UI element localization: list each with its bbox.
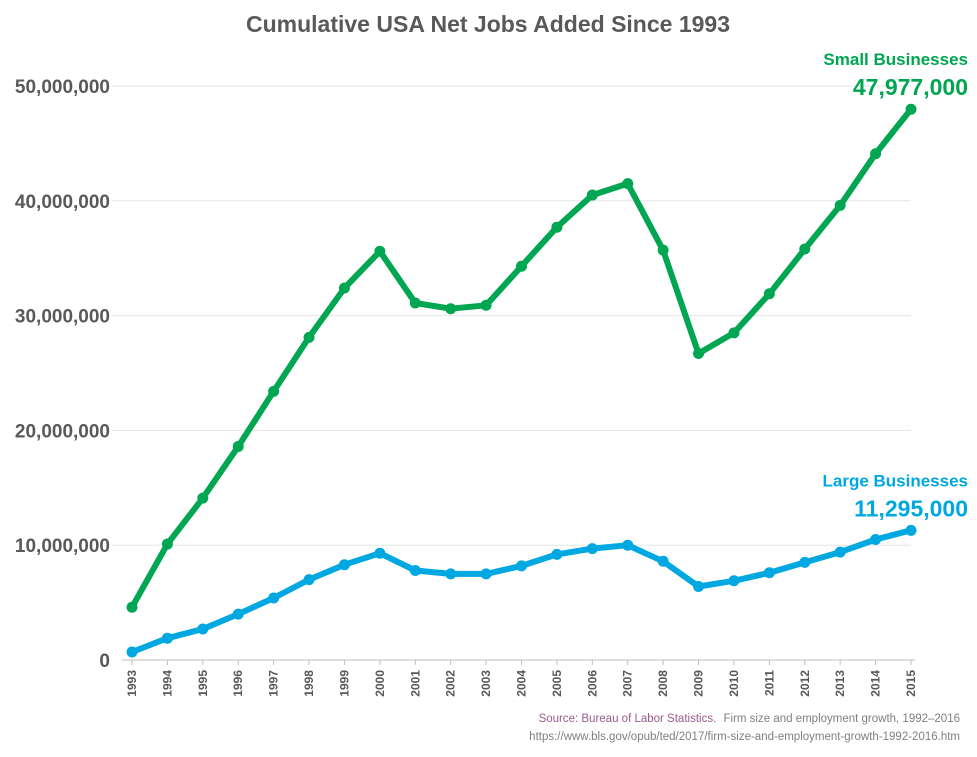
svg-text:Source: Bureau of Labor Statis: Source: Bureau of Labor Statistics. Firm… (539, 713, 960, 725)
x-tick-label: 2011 (762, 670, 776, 696)
series-line (129, 106, 914, 611)
data-point (374, 547, 386, 559)
x-tick-label: 2014 (869, 670, 883, 697)
x-tick-label: 2012 (798, 670, 812, 697)
data-point (586, 543, 598, 555)
data-point (551, 221, 563, 233)
data-point (480, 299, 492, 311)
data-point (232, 608, 244, 620)
x-tick-label: 1993 (125, 670, 139, 697)
data-point (763, 288, 775, 300)
x-tick-label: 1994 (160, 670, 174, 697)
data-point (445, 568, 457, 580)
data-point (374, 245, 386, 257)
data-point (303, 574, 315, 586)
x-tick-label: 2006 (585, 670, 599, 697)
data-point (409, 297, 421, 309)
data-point (870, 148, 882, 160)
data-point (445, 303, 457, 315)
data-point (161, 632, 173, 644)
data-point (409, 564, 421, 576)
data-point (161, 538, 173, 550)
data-point (622, 178, 634, 190)
series-name-label: Large Businesses (822, 471, 968, 490)
data-point (693, 581, 705, 593)
series-name-label: Small Businesses (823, 50, 968, 69)
x-tick-label: 2000 (373, 670, 387, 697)
source-url: https://www.bls.gov/opub/ted/2017/firm-s… (529, 731, 960, 743)
data-point (126, 601, 138, 613)
x-tick-label: 2010 (727, 670, 741, 697)
x-tick-label: 2015 (904, 670, 918, 697)
y-tick-label: 50,000,000 (15, 77, 110, 98)
x-tick-label: 1999 (337, 670, 351, 697)
data-point (657, 244, 669, 256)
y-tick-label: 30,000,000 (15, 307, 110, 328)
data-point (268, 592, 280, 604)
x-tick-label: 1995 (196, 670, 210, 697)
data-point (303, 331, 315, 343)
series-lines (126, 103, 917, 658)
series-end-value: 47,977,000 (853, 74, 968, 100)
x-tick-label: 1998 (302, 670, 316, 697)
x-tick-label: 2008 (656, 670, 670, 697)
y-tick-label: 20,000,000 (15, 421, 110, 442)
data-point (480, 568, 492, 580)
x-tick-label: 2013 (833, 670, 847, 697)
data-point (551, 548, 563, 560)
data-point (586, 189, 598, 201)
x-tick-label: 2003 (479, 670, 493, 697)
x-tick-label: 1997 (267, 670, 281, 697)
series-end-value: 11,295,000 (854, 495, 968, 521)
x-tick-label: 2009 (692, 670, 706, 697)
data-point (516, 560, 527, 572)
data-point (834, 546, 846, 558)
x-tick-label: 2001 (408, 670, 422, 697)
data-point (126, 646, 138, 658)
data-point (905, 524, 917, 536)
x-tick-label: 2007 (621, 670, 635, 697)
source-note: Source: Bureau of Labor Statistics. Firm… (529, 713, 960, 743)
data-point (870, 533, 882, 545)
data-point (728, 575, 740, 587)
data-point (516, 260, 527, 272)
data-point (338, 282, 350, 294)
source-citation: Firm size and employment growth, 1992–20… (723, 713, 960, 725)
x-tick-label: 2002 (444, 670, 458, 697)
x-tick-label: 2004 (515, 670, 529, 697)
y-tick-label: 40,000,000 (15, 192, 110, 213)
data-point (693, 347, 705, 359)
series-labels: Small Businesses 47,977,000 Large Business… (822, 50, 968, 521)
data-point (657, 555, 669, 567)
y-tick-label: 10,000,000 (15, 536, 110, 557)
data-point (338, 559, 350, 571)
axes: 0 10,000,000 20,000,000 30,000,000 40,000,00… (15, 77, 918, 697)
data-point (197, 492, 209, 504)
data-point (622, 539, 634, 551)
data-point (834, 199, 846, 211)
data-point (905, 103, 917, 115)
data-point (197, 623, 209, 635)
data-point (763, 567, 775, 579)
source-label: Source: Bureau of Labor Statistics. (539, 713, 717, 725)
data-point (268, 385, 280, 397)
chart-title: Cumulative USA Net Jobs Added Since 1993 (246, 11, 730, 37)
data-point (799, 556, 811, 568)
data-point (232, 440, 244, 452)
x-tick-label: 2005 (550, 670, 564, 697)
y-tick-label: 0 (99, 651, 110, 672)
data-point (728, 327, 740, 339)
x-tick-label: 1996 (231, 670, 245, 697)
data-point (799, 243, 811, 255)
gridlines (112, 85, 911, 546)
series-line (129, 527, 914, 655)
